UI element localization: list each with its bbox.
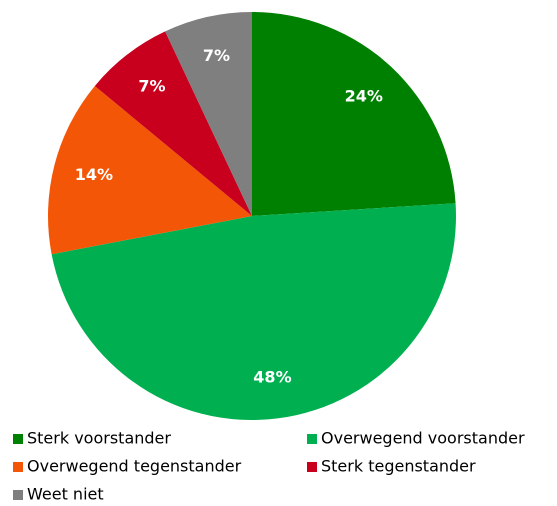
- pie-slice: [48, 85, 252, 255]
- pie-slice: [51, 203, 456, 421]
- legend-label: Sterk tegenstander: [321, 457, 476, 476]
- data-label: 7%: [203, 46, 230, 65]
- legend-label: Overwegend voorstander: [321, 429, 525, 448]
- legend-label: Sterk voorstander: [27, 429, 171, 448]
- legend-swatch: [13, 490, 23, 500]
- data-label: 14%: [75, 165, 113, 184]
- legend-label: Weet niet: [27, 485, 104, 504]
- legend-swatch: [307, 434, 317, 444]
- legend-swatch: [307, 462, 317, 472]
- data-label: 7%: [138, 77, 165, 96]
- pie-slice: [165, 12, 252, 216]
- pie-slice: [252, 12, 456, 216]
- legend-label: Overwegend tegenstander: [27, 457, 242, 476]
- pie-slice: [94, 31, 252, 216]
- legend-swatch: [13, 462, 23, 472]
- data-label: 48%: [253, 367, 291, 386]
- data-label: 24%: [345, 87, 383, 106]
- legend-swatch: [13, 434, 23, 444]
